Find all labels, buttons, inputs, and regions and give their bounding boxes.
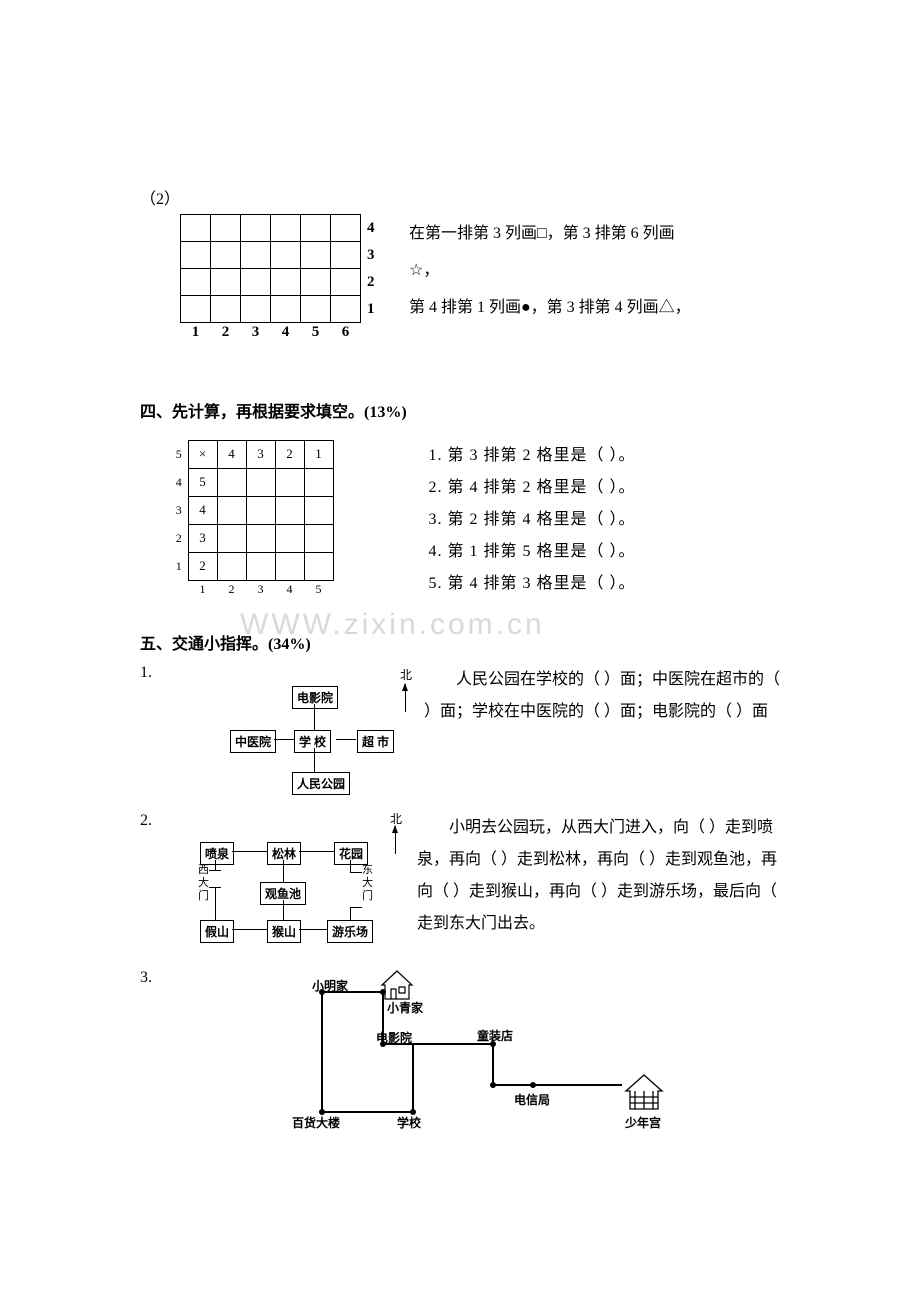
q2-label: （2） bbox=[140, 185, 780, 209]
north-arrow-icon bbox=[405, 684, 406, 712]
question-2: （2） 4 3 2 1 1 2 3 4 5 6 在第一排第 3 列画□，第 3 … bbox=[140, 185, 780, 343]
sec5-q1-diagram: 北 电影院 中医院 学 校 超 市 人民公园 bbox=[212, 664, 412, 794]
north-label: 北 bbox=[400, 666, 412, 683]
shaonian-label: 少年宫 bbox=[625, 1114, 661, 1131]
sec4-q3: 3. 第 2 排第 4 格里是（ ）。 bbox=[429, 504, 636, 536]
sec5-q3: 3. 小明家 小青家 电影院 童装店 百货大楼 学校 电信局 少年宫 bbox=[140, 969, 780, 1129]
q2-grid-wrap: 4 3 2 1 1 2 3 4 5 6 bbox=[180, 214, 379, 343]
market-box: 超 市 bbox=[357, 730, 394, 753]
playground-box: 游乐场 bbox=[327, 920, 373, 943]
section-4-heading: 四、先计算，再根据要求填空。(13%) bbox=[140, 398, 780, 422]
q2-grid: 4 3 2 1 1 2 3 4 5 6 bbox=[180, 214, 379, 343]
baihuo-label: 百货大楼 bbox=[292, 1114, 340, 1131]
monkey-box: 猴山 bbox=[267, 920, 301, 943]
q2-instructions: 在第一排第 3 列画□，第 3 排第 6 列画 ☆， 第 4 排第 1 列画●，… bbox=[409, 214, 691, 326]
sec5-q3-diagram: 小明家 小青家 电影院 童装店 百货大楼 学校 电信局 少年宫 bbox=[232, 969, 672, 1129]
xiaoqing-label: 小青家 bbox=[387, 999, 423, 1016]
sec4-q4: 4. 第 1 排第 5 格里是（ ）。 bbox=[429, 536, 636, 568]
garden-box: 花园 bbox=[334, 842, 368, 865]
sec5-q2: 2. 北 喷泉 松林 花园 西大门 观鱼池 东大门 假山 猴山 游乐场 小明去公… bbox=[140, 812, 780, 957]
cinema-box: 电影院 bbox=[292, 686, 338, 709]
sec4-q2: 2. 第 4 排第 2 格里是（ ）。 bbox=[429, 472, 636, 504]
sec5-q1-num: 1. bbox=[140, 664, 152, 682]
sec4-table-wrap: 5 × 4 3 2 1 45 34 23 12 1 2 3 4 5 bbox=[170, 440, 334, 599]
sec4-q1: 1. 第 3 排第 2 格里是（ ）。 bbox=[429, 440, 636, 472]
q2-content: 4 3 2 1 1 2 3 4 5 6 在第一排第 3 列画□，第 3 排第 6… bbox=[140, 214, 780, 343]
sec5-q1: 1. 北 电影院 中医院 学 校 超 市 人民公园 人民公园在学校的（ ）面；中… bbox=[140, 664, 780, 794]
fountain-box: 喷泉 bbox=[200, 842, 234, 865]
sec5-q1-text: 人民公园在学校的（ ）面；中医院在超市的（ ）面；学校在中医院的（ ）面；电影院… bbox=[424, 664, 780, 728]
rockery-box: 假山 bbox=[200, 920, 234, 943]
hospital-box: 中医院 bbox=[230, 730, 276, 753]
dianxin-label: 电信局 bbox=[514, 1091, 550, 1108]
eastgate-label: 东大门 bbox=[362, 864, 374, 904]
sec5-q2-text: 小明去公园玩，从西大门进入，向（ ）走到喷泉，再向（ ）走到松林，再向（ ）走到… bbox=[417, 812, 780, 940]
watermark: WWW.zixin.com.cn bbox=[240, 608, 545, 642]
house-icon-2 bbox=[620, 1069, 668, 1114]
sec5-q2-diagram: 北 喷泉 松林 花园 西大门 观鱼池 东大门 假山 猴山 游乐场 bbox=[182, 812, 412, 957]
sec5-q2-num: 2. bbox=[140, 812, 152, 830]
sec4-table: 5 × 4 3 2 1 45 34 23 12 1 2 3 4 5 bbox=[170, 440, 334, 599]
pines-box: 松林 bbox=[267, 842, 301, 865]
sec4-q5: 5. 第 4 排第 3 格里是（ ）。 bbox=[429, 568, 636, 600]
school-label: 学校 bbox=[397, 1114, 421, 1131]
school-box: 学 校 bbox=[294, 730, 331, 753]
north-arrow-icon-2 bbox=[395, 826, 396, 854]
section-4-content: 5 × 4 3 2 1 45 34 23 12 1 2 3 4 5 1. 第 3… bbox=[140, 440, 780, 600]
sec5-q3-num: 3. bbox=[140, 969, 152, 1129]
sec4-questions: 1. 第 3 排第 2 格里是（ ）。 2. 第 4 排第 2 格里是（ ）。 … bbox=[429, 440, 636, 600]
park-box: 人民公园 bbox=[292, 772, 350, 795]
